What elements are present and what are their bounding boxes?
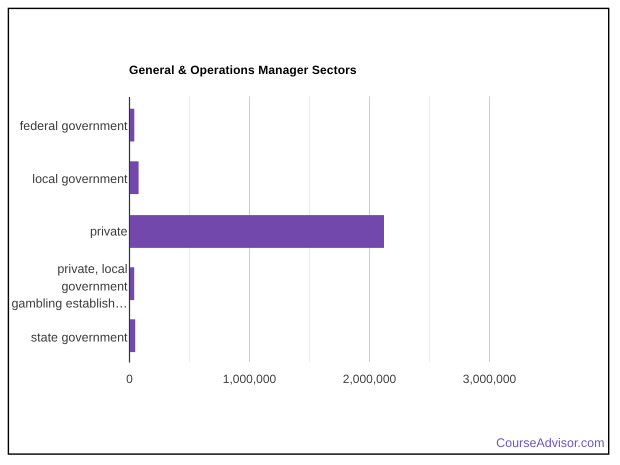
svg-text:state government: state government: [31, 330, 128, 344]
svg-text:1,000,000: 1,000,000: [223, 372, 277, 386]
svg-text:0: 0: [126, 372, 133, 386]
svg-text:government: government: [61, 279, 128, 293]
svg-text:federal government: federal government: [20, 119, 128, 133]
svg-text:2,000,000: 2,000,000: [343, 372, 397, 386]
svg-text:private, local: private, local: [57, 262, 127, 276]
svg-text:CourseAdvisor.com: CourseAdvisor.com: [496, 436, 604, 450]
svg-text:3,000,000: 3,000,000: [463, 372, 517, 386]
svg-text:General & Operations Manager S: General & Operations Manager Sectors: [129, 63, 357, 77]
svg-text:local government: local government: [32, 172, 128, 186]
svg-text:gambling establish…: gambling establish…: [11, 297, 127, 311]
svg-text:private: private: [90, 225, 128, 239]
